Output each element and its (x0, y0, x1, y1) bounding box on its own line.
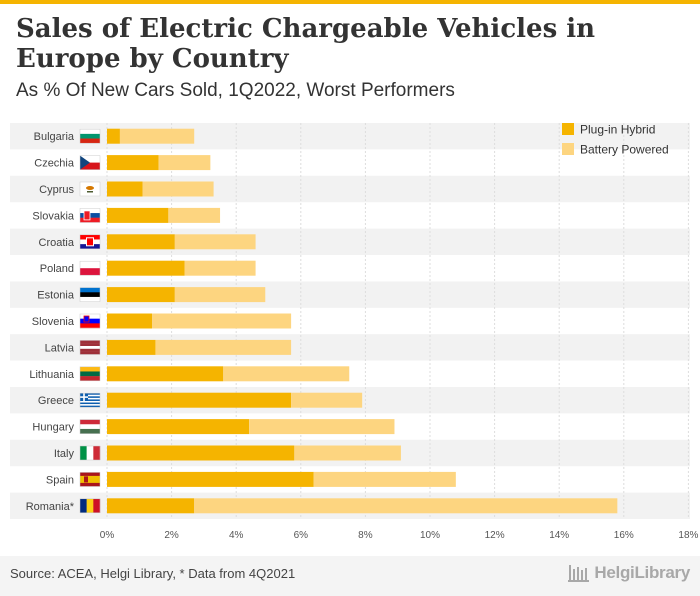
bar-lithuania-plug-in-hybrid (107, 366, 224, 382)
spain-flag (79, 472, 101, 487)
bar-slovakia-plug-in-hybrid (107, 207, 169, 223)
accent-top-bar (0, 0, 700, 4)
romania-flag (79, 498, 101, 514)
legend-swatch-battery-powered (562, 143, 574, 155)
category-label-czechia: Czechia (34, 158, 75, 170)
bar-cyprus-plug-in-hybrid (107, 181, 143, 197)
bar-latvia-battery-powered (155, 339, 292, 355)
category-label-greece: Greece (38, 395, 74, 407)
bar-slovenia-plug-in-hybrid (107, 313, 153, 329)
croatia-flag (79, 234, 101, 250)
category-label-croatia: Croatia (39, 237, 75, 249)
greece-flag (79, 392, 101, 408)
x-tick-label: 6% (294, 530, 309, 541)
estonia-flag (79, 287, 101, 302)
bar-italy-plug-in-hybrid (107, 445, 295, 461)
legend-swatch-plug-in-hybrid (562, 123, 574, 135)
category-label-slovenia: Slovenia (32, 316, 75, 328)
slovenia-flag (79, 313, 101, 329)
legend-label-battery-powered: Battery Powered (580, 143, 669, 157)
x-tick-label: 18% (678, 530, 698, 541)
stacked-bar-chart: Bulgaria Czechia Cyprus Slovakia Croatia Pola… (10, 123, 699, 541)
bar-hungary-battery-powered (249, 419, 395, 435)
library-building-icon (568, 565, 590, 582)
category-label-hungary: Hungary (32, 422, 74, 434)
bar-czechia-plug-in-hybrid (107, 155, 159, 171)
x-tick-label: 0% (100, 530, 115, 541)
category-label-poland: Poland (40, 263, 74, 275)
category-label-spain: Spain (46, 474, 74, 486)
bar-estonia-battery-powered (174, 287, 266, 303)
bar-poland-battery-powered (184, 260, 256, 276)
bar-spain-plug-in-hybrid (107, 471, 314, 487)
cyprus-flag (79, 181, 101, 197)
x-tick-label: 8% (358, 530, 373, 541)
x-tick-label: 4% (229, 530, 244, 541)
x-tick-label: 2% (164, 530, 179, 541)
italy-flag (79, 445, 101, 461)
bulgaria-flag (79, 128, 101, 144)
slovakia-flag (79, 208, 101, 223)
bar-slovenia-battery-powered (152, 313, 292, 329)
bar-czechia-battery-powered (158, 155, 211, 171)
bar-bulgaria-battery-powered (119, 128, 195, 144)
bar-cyprus-battery-powered (142, 181, 214, 197)
x-tick-label: 12% (485, 530, 505, 541)
x-tick-label: 10% (420, 530, 440, 541)
hungary-flag (79, 419, 101, 434)
bar-croatia-battery-powered (174, 234, 256, 250)
bar-slovakia-battery-powered (168, 207, 221, 223)
bar-greece-plug-in-hybrid (107, 392, 292, 408)
bar-hungary-plug-in-hybrid (107, 419, 250, 435)
category-label-romania: Romania* (26, 501, 75, 513)
bar-greece-battery-powered (291, 392, 363, 408)
bar-lithuania-battery-powered (223, 366, 350, 382)
bar-estonia-plug-in-hybrid (107, 287, 175, 303)
bar-romania-battery-powered (194, 498, 618, 514)
bar-bulgaria-plug-in-hybrid (107, 128, 120, 144)
x-tick-label: 16% (614, 530, 634, 541)
helgi-library-logo: HelgiLibrary (568, 561, 690, 585)
lithuania-flag (79, 366, 101, 382)
bar-latvia-plug-in-hybrid (107, 339, 156, 355)
poland-flag (79, 260, 101, 276)
chart-subtitle: As % Of New Cars Sold, 1Q2022, Worst Per… (16, 80, 455, 101)
legend-label-plug-in-hybrid: Plug-in Hybrid (580, 123, 655, 137)
bar-romania-plug-in-hybrid (107, 498, 195, 514)
bar-poland-plug-in-hybrid (107, 260, 185, 276)
latvia-flag (79, 340, 101, 355)
category-label-italy: Italy (54, 448, 75, 460)
category-label-lithuania: Lithuania (29, 369, 75, 381)
category-label-bulgaria: Bulgaria (34, 131, 75, 143)
chart-title: Sales of Electric Chargeable Vehicles in… (16, 14, 596, 74)
category-label-slovakia: Slovakia (32, 210, 74, 222)
czechia-flag (79, 155, 101, 170)
category-label-cyprus: Cyprus (39, 184, 74, 196)
bar-croatia-plug-in-hybrid (107, 234, 175, 250)
bar-spain-battery-powered (313, 471, 456, 487)
bar-italy-battery-powered (294, 445, 401, 461)
category-label-latvia: Latvia (45, 342, 75, 354)
logo-text: HelgiLibrary (594, 563, 690, 582)
category-label-estonia: Estonia (37, 290, 75, 302)
source-note: Source: ACEA, Helgi Library, * Data from… (10, 566, 296, 581)
x-tick-label: 14% (549, 530, 569, 541)
